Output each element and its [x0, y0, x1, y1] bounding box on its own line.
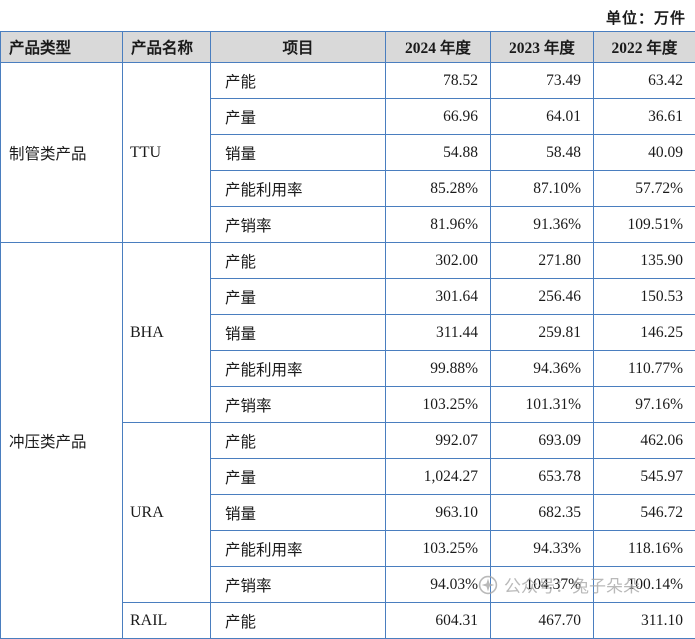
metric-cell: 产能利用率: [211, 351, 386, 387]
value-cell: 36.61: [594, 99, 695, 135]
value-cell: 118.16%: [594, 531, 695, 567]
value-cell: 87.10%: [491, 171, 594, 207]
value-cell: 302.00: [386, 243, 491, 279]
metric-cell: 产销率: [211, 387, 386, 423]
value-cell: 653.78: [491, 459, 594, 495]
value-cell: 94.03%: [386, 567, 491, 603]
metric-cell: 产量: [211, 279, 386, 315]
metric-cell: 产能: [211, 423, 386, 459]
product-name-cell: RAIL: [123, 603, 211, 639]
value-cell: 81.96%: [386, 207, 491, 243]
value-cell: 146.25: [594, 315, 695, 351]
value-cell: 311.44: [386, 315, 491, 351]
metric-cell: 销量: [211, 135, 386, 171]
value-cell: 94.33%: [491, 531, 594, 567]
metric-cell: 产销率: [211, 207, 386, 243]
value-cell: 100.14%: [594, 567, 695, 603]
value-cell: 78.52: [386, 63, 491, 99]
value-cell: 992.07: [386, 423, 491, 459]
value-cell: 58.48: [491, 135, 594, 171]
value-cell: 64.01: [491, 99, 594, 135]
value-cell: 63.42: [594, 63, 695, 99]
value-cell: 91.36%: [491, 207, 594, 243]
metric-cell: 产销率: [211, 567, 386, 603]
metric-cell: 产量: [211, 459, 386, 495]
value-cell: 693.09: [491, 423, 594, 459]
value-cell: 311.10: [594, 603, 695, 639]
value-cell: 103.25%: [386, 531, 491, 567]
value-cell: 99.88%: [386, 351, 491, 387]
metric-cell: 产能: [211, 603, 386, 639]
value-cell: 101.31%: [491, 387, 594, 423]
metric-cell: 产能利用率: [211, 171, 386, 207]
value-cell: 135.90: [594, 243, 695, 279]
value-cell: 301.64: [386, 279, 491, 315]
value-cell: 54.88: [386, 135, 491, 171]
value-cell: 150.53: [594, 279, 695, 315]
value-cell: 256.46: [491, 279, 594, 315]
value-cell: 97.16%: [594, 387, 695, 423]
column-header: 2022 年度: [594, 32, 695, 63]
value-cell: 109.51%: [594, 207, 695, 243]
column-header: 产品类型: [1, 32, 123, 63]
product-name-cell: URA: [123, 423, 211, 603]
metric-cell: 销量: [211, 315, 386, 351]
unit-label: 单位：万件: [606, 7, 686, 28]
value-cell: 546.72: [594, 495, 695, 531]
value-cell: 94.36%: [491, 351, 594, 387]
column-header: 项目: [211, 32, 386, 63]
metric-cell: 产能利用率: [211, 531, 386, 567]
value-cell: 545.97: [594, 459, 695, 495]
column-header: 2023 年度: [491, 32, 594, 63]
value-cell: 259.81: [491, 315, 594, 351]
value-cell: 73.49: [491, 63, 594, 99]
value-cell: 57.72%: [594, 171, 695, 207]
value-cell: 604.31: [386, 603, 491, 639]
value-cell: 271.80: [491, 243, 594, 279]
product-type-cell: 制管类产品: [1, 63, 123, 243]
metric-cell: 产量: [211, 99, 386, 135]
value-cell: 110.77%: [594, 351, 695, 387]
value-cell: 467.70: [491, 603, 594, 639]
product-type-cell: 冲压类产品: [1, 243, 123, 639]
column-header: 2024 年度: [386, 32, 491, 63]
metric-cell: 销量: [211, 495, 386, 531]
value-cell: 963.10: [386, 495, 491, 531]
metric-cell: 产能: [211, 243, 386, 279]
value-cell: 40.09: [594, 135, 695, 171]
product-name-cell: TTU: [123, 63, 211, 243]
value-cell: 66.96: [386, 99, 491, 135]
value-cell: 462.06: [594, 423, 695, 459]
value-cell: 85.28%: [386, 171, 491, 207]
product-name-cell: BHA: [123, 243, 211, 423]
value-cell: 1,024.27: [386, 459, 491, 495]
metric-cell: 产能: [211, 63, 386, 99]
value-cell: 103.25%: [386, 387, 491, 423]
column-header: 产品名称: [123, 32, 211, 63]
value-cell: 682.35: [491, 495, 594, 531]
value-cell: 104.37%: [491, 567, 594, 603]
